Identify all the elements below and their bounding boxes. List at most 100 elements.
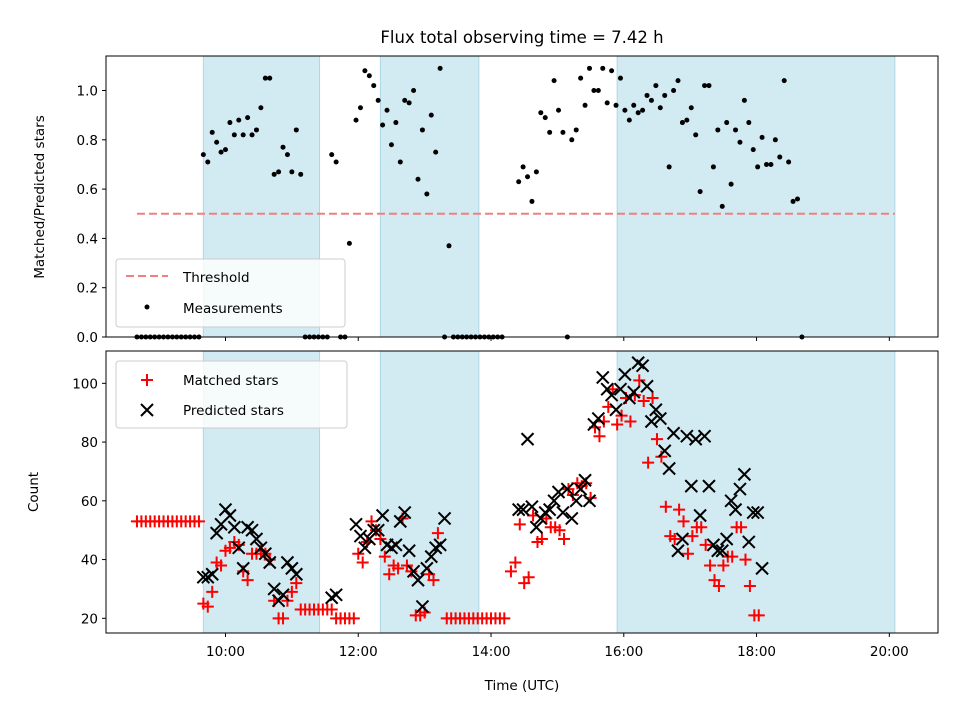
predicted-point (358, 541, 372, 555)
predicted-point (733, 482, 747, 496)
measurement-point (733, 127, 739, 133)
x-tick-label: 12:00 (339, 644, 378, 660)
measurement-point (262, 75, 268, 81)
predicted-point (684, 479, 698, 493)
measurement-point (688, 105, 694, 111)
matched-point (642, 456, 655, 469)
matched-legend-swatch (141, 374, 153, 386)
predicted-legend-swatch (140, 403, 154, 417)
measurement-point (205, 159, 211, 165)
predicted-point (702, 479, 716, 493)
measurement-point (227, 120, 233, 126)
measurement-point (520, 164, 526, 170)
matched-point (192, 515, 205, 528)
measurement-point (397, 159, 403, 165)
matched-point (650, 433, 663, 446)
predicted-point (245, 523, 259, 537)
matched-point (241, 574, 254, 587)
top-panel-ylabel: Matched/Predicted stars (32, 115, 48, 278)
predicted-point (604, 388, 619, 402)
matched-point (277, 612, 290, 625)
predicted-point (640, 379, 654, 393)
measurement-point (406, 100, 412, 106)
predicted-point (353, 529, 368, 543)
predicted-point (205, 567, 219, 581)
measurement-point (675, 78, 681, 84)
predicted-point (644, 414, 659, 429)
measurement-point (702, 83, 708, 89)
predicted-point (560, 482, 575, 496)
x-tick-label: 18:00 (737, 644, 776, 660)
predicted-point (675, 532, 690, 546)
measurement-point (728, 181, 734, 187)
measurement-point (245, 115, 251, 121)
matched-point (374, 533, 387, 545)
y-tick-label: 0.0 (77, 330, 98, 346)
measurement-point (222, 147, 228, 153)
matched-point (637, 394, 650, 407)
measurement-point (715, 127, 721, 133)
bottom-panel-axes: 20 40 60 80 100 10:00 12:00 14:00 16:00 18:00 20:0… (72, 376, 909, 660)
measurement-point (393, 120, 399, 126)
predicted-point (693, 508, 707, 523)
y-tick-label: 0.4 (77, 231, 98, 247)
matched-point (739, 553, 752, 566)
measurement-point (533, 169, 539, 175)
measurement-point (424, 191, 430, 197)
predicted-point (254, 541, 268, 555)
y-tick-label: 0.8 (77, 133, 98, 149)
measurement-point (657, 105, 663, 111)
predicted-point (649, 403, 663, 417)
measurements-legend-label: Measurements (183, 301, 283, 317)
measurement-point (276, 169, 282, 175)
predicted-point (236, 561, 250, 576)
predicted-point (547, 494, 561, 508)
matched-point (735, 521, 748, 534)
matched-point (513, 518, 526, 531)
measurement-point (777, 154, 783, 160)
matched-point (558, 533, 571, 545)
matched-point (611, 418, 624, 431)
measurement-point (724, 120, 730, 126)
measurement-point (759, 134, 765, 140)
measurement-point (781, 78, 787, 84)
measurement-point (737, 139, 743, 145)
matched-point (215, 559, 228, 572)
predicted-legend-label: Predicted stars (183, 403, 284, 419)
measurement-point (267, 75, 273, 81)
measurement-point (346, 240, 352, 246)
predicted-point (406, 564, 421, 579)
shaded-interval (379, 55, 480, 338)
measurement-point (653, 83, 659, 89)
measurement-point (697, 189, 703, 195)
predicted-point (565, 511, 579, 526)
measurement-point (209, 129, 215, 135)
predicted-point (516, 502, 530, 517)
measurement-point (679, 120, 685, 126)
x-tick-label: 10:00 (206, 644, 245, 660)
measurement-point (666, 164, 672, 170)
measurement-point (741, 97, 747, 103)
measurement-point (214, 139, 220, 145)
matched-point (392, 562, 405, 575)
predicted-point (520, 432, 535, 446)
predicted-point (551, 485, 566, 499)
measurement-point (542, 115, 548, 121)
predicted-point (582, 494, 597, 508)
predicted-point (196, 570, 211, 584)
measurement-point (640, 107, 646, 113)
predicted-point (600, 382, 614, 396)
x-tick-label: 20:00 (870, 644, 909, 660)
matched-point (704, 559, 717, 572)
y-tick-label: 0.2 (77, 281, 98, 297)
matched-point (281, 594, 294, 607)
shaded-interval (616, 55, 896, 338)
measurement-point (648, 97, 654, 103)
matched-point (695, 521, 708, 534)
matched-point (743, 580, 756, 592)
measurement-point (415, 176, 421, 182)
predicted-point (525, 499, 539, 514)
predicted-point (724, 494, 738, 508)
predicted-point (542, 502, 557, 517)
